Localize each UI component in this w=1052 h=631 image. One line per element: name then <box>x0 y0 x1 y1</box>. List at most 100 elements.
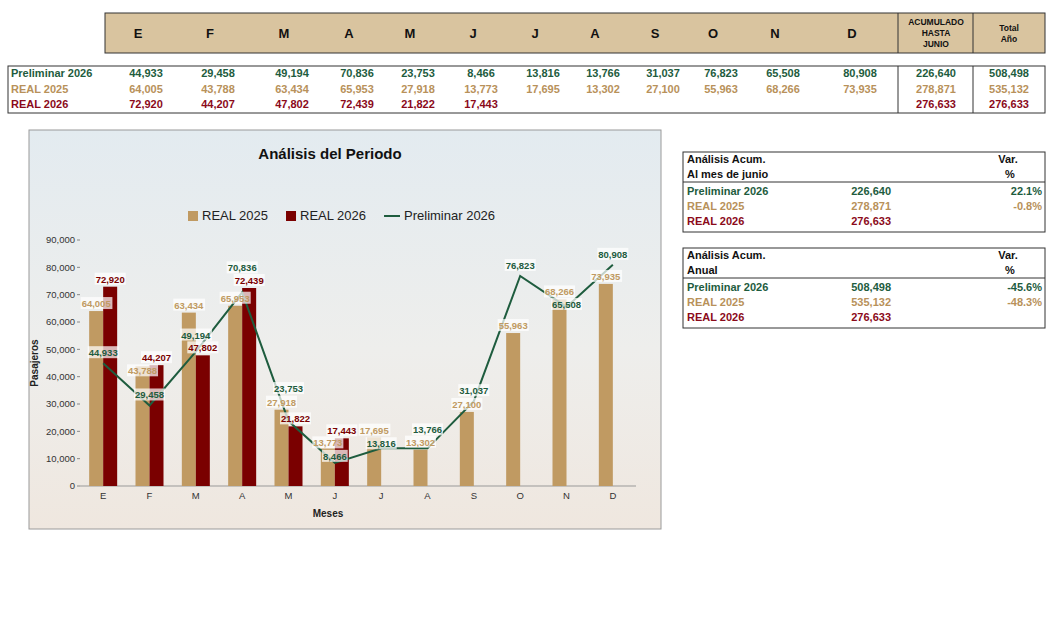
bar <box>553 299 567 486</box>
cell: 21,822 <box>401 98 435 110</box>
label-patch <box>312 436 343 448</box>
cell: 31,037 <box>646 67 680 79</box>
analysis-subtitle: Al mes de junio <box>687 168 769 180</box>
data-label: 43,788 <box>128 365 157 376</box>
label-patch <box>234 274 265 286</box>
cell: 49,194 <box>275 67 310 79</box>
var-header: Var. <box>998 153 1018 165</box>
x-tick-label: A <box>239 490 246 501</box>
y-tick-label: 50,000 <box>46 344 75 355</box>
legend-swatch <box>286 211 296 221</box>
cell: 13,302 <box>586 83 620 95</box>
label-patch <box>544 285 575 297</box>
legend-label: REAL 2026 <box>300 208 366 223</box>
bar <box>506 333 520 486</box>
label-patch <box>134 388 165 400</box>
y-tick-label: 80,000 <box>46 262 75 273</box>
bar <box>599 284 613 486</box>
legend-label: REAL 2025 <box>202 208 268 223</box>
data-label: 23,753 <box>274 383 303 394</box>
y-tick-label: 40,000 <box>46 371 75 382</box>
y-tick <box>77 294 80 295</box>
cell: 80,908 <box>843 67 877 79</box>
y-tick <box>77 240 80 241</box>
bar <box>196 355 210 486</box>
data-label: 65,508 <box>552 299 581 310</box>
label-patch <box>405 436 436 448</box>
data-label: 73,935 <box>591 271 621 282</box>
row-label: REAL 2026 <box>11 98 68 110</box>
line <box>103 265 613 463</box>
plot-marks <box>89 265 613 486</box>
header-divider <box>973 13 974 53</box>
bar <box>460 412 474 486</box>
data-label: 65,953 <box>221 293 250 304</box>
label-patch <box>81 297 113 309</box>
cell: 44,207 <box>201 98 235 110</box>
bar <box>103 287 117 486</box>
data-label: 49,194 <box>181 330 211 341</box>
analysis-value: 276,633 <box>851 215 891 227</box>
chart: Análisis del Periodo010,00020,00030,0004… <box>29 130 661 529</box>
cell: 43,788 <box>201 83 235 95</box>
cell: 8,466 <box>467 67 495 79</box>
bar <box>89 311 103 486</box>
label-patch <box>88 346 119 358</box>
column-head: N <box>770 26 779 41</box>
analysis-var: -45.6% <box>1007 281 1042 293</box>
bar <box>150 365 164 486</box>
label-patch <box>451 398 482 410</box>
column-head: A <box>344 26 354 41</box>
chart-title: Análisis del Periodo <box>258 145 401 162</box>
y-axis-title: Pasajeros <box>29 339 40 387</box>
x-tick-label: J <box>332 490 337 501</box>
var-unit: % <box>1005 264 1015 276</box>
analysis-label: Preliminar 2026 <box>687 281 768 293</box>
cell: 72,920 <box>129 98 163 110</box>
analysis-value: 535,132 <box>851 296 891 308</box>
header-divider <box>898 13 899 53</box>
data-label: 8,466 <box>323 451 347 462</box>
data-label: 64,005 <box>82 298 112 309</box>
cell: 76,823 <box>704 67 738 79</box>
data-label: 63,434 <box>174 300 204 311</box>
page: EFMAMJJASONDACUMULADOHASTAJUNIOTotalAñoP… <box>0 0 1052 631</box>
x-tick-label: D <box>609 490 616 501</box>
x-tick-label: A <box>424 490 431 501</box>
row-label: REAL 2025 <box>11 83 68 95</box>
column-head: D <box>847 26 856 41</box>
cell: 44,933 <box>129 67 163 79</box>
y-tick-label: 0 <box>70 480 75 491</box>
label-patch <box>597 248 628 260</box>
data-label: 72,439 <box>235 275 264 286</box>
cell: 47,802 <box>275 98 309 110</box>
analysis-var: -48.3% <box>1007 296 1042 308</box>
legend-label: Preliminar 2026 <box>404 208 495 223</box>
cell: 72,439 <box>340 98 374 110</box>
y-tick-label: 10,000 <box>46 453 75 464</box>
data-label: 17,695 <box>360 425 390 436</box>
label-patch <box>273 382 304 394</box>
data-label: 55,963 <box>499 320 528 331</box>
analysis-subtitle: Anual <box>687 264 718 276</box>
cell: 17,443 <box>464 98 498 110</box>
column-head: A <box>590 26 600 41</box>
cell: 13,766 <box>586 67 620 79</box>
data-label: 44,207 <box>142 352 171 363</box>
bar <box>242 288 256 486</box>
x-tick-label: F <box>147 490 153 501</box>
y-tick <box>77 376 80 377</box>
column-head: J <box>531 26 538 41</box>
label-patch <box>180 329 212 341</box>
data-label: 13,773 <box>313 437 342 448</box>
label-patch <box>458 384 489 396</box>
bar <box>289 426 303 486</box>
label-patch <box>266 396 297 408</box>
x-tick-label: N <box>563 490 570 501</box>
y-tick <box>77 267 80 268</box>
x-tick-label: O <box>516 490 523 501</box>
label-patch <box>551 298 582 310</box>
cell: 73,935 <box>843 83 877 95</box>
analysis-value: 226,640 <box>851 185 891 197</box>
y-tick <box>77 322 80 323</box>
